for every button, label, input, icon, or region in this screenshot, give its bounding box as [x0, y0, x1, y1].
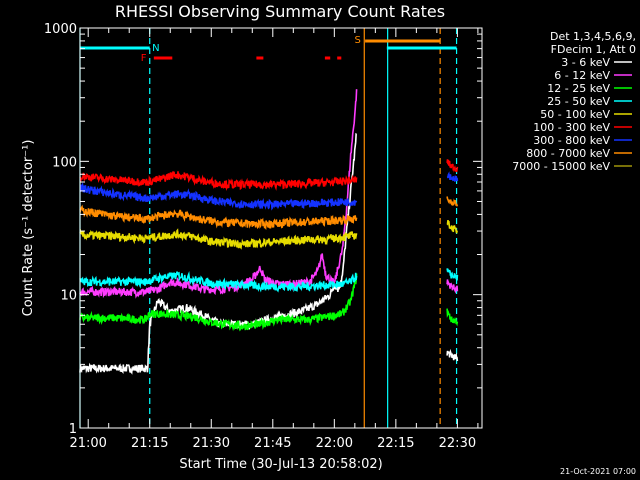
footer-timestamp: 21-Oct-2021 07:00: [560, 467, 636, 476]
y-tick-label: 1: [69, 422, 77, 437]
series-3-6-kev-after-gap: [446, 348, 459, 362]
state-bar: [80, 46, 150, 50]
series-layer: [79, 89, 459, 375]
state-bar: [365, 39, 441, 43]
state-bar: [256, 56, 264, 60]
x-tick-label: 21:15: [131, 436, 168, 451]
legend-label: 300 - 800 keV: [533, 134, 610, 147]
legend-header: FDecim 1, Att 0: [551, 43, 636, 56]
series-6-12-kev-after-gap: [446, 279, 459, 294]
x-tick-label: 22:30: [439, 436, 476, 451]
annotation-f: F: [141, 53, 147, 64]
series-3-6-kev: [79, 132, 358, 375]
plot-frame: [79, 27, 483, 429]
y-axis-label: Count Rate (s⁻¹ detector⁻¹): [21, 140, 36, 317]
annotation-n: N: [152, 43, 159, 54]
series-800-7000-kev: [79, 204, 358, 231]
state-bars: [80, 39, 457, 60]
state-bar: [324, 56, 331, 60]
annotation-s: S: [355, 35, 361, 46]
legend-header: Det 1,3,4,5,6,9,: [550, 30, 636, 43]
state-bar: [153, 56, 173, 60]
series-300-800-kev-after-gap: [446, 171, 459, 182]
series-300-800-kev: [79, 182, 358, 211]
legend-label: 800 - 7000 keV: [526, 147, 610, 160]
legend-label: 12 - 25 keV: [547, 82, 610, 95]
x-axis: 21:00 21:15 21:30 21:45 22:00 22:15 22:30: [69, 28, 479, 451]
x-tick-label: 21:30: [193, 436, 230, 451]
x-tick-label: 21:00: [69, 436, 106, 451]
legend-label: 7000 - 15000 keV: [512, 160, 610, 173]
series-50-100-kev: [79, 228, 358, 250]
legend-label: 50 - 100 keV: [540, 108, 610, 121]
y-tick-label: 1000: [44, 22, 77, 37]
series-100-300-kev: [79, 171, 358, 191]
series-25-50-kev: [79, 270, 358, 293]
series-12-25-kev-after-gap: [446, 308, 459, 327]
legend-label: 25 - 50 keV: [547, 95, 610, 108]
y-tick-label: 100: [52, 155, 77, 170]
series-25-50-kev-after-gap: [446, 268, 459, 281]
chart-title: RHESSI Observing Summary Count Rates: [115, 2, 445, 21]
x-tick-label: 21:45: [254, 436, 291, 451]
state-bar: [386, 46, 457, 50]
x-axis-label: Start Time (30-Jul-13 20:58:02): [179, 457, 382, 472]
y-tick-label: 10: [60, 289, 77, 304]
legend-label: 3 - 6 keV: [561, 56, 610, 69]
x-tick-label: 22:00: [316, 436, 353, 451]
series-50-100-kev-after-gap: [446, 219, 458, 234]
series-100-300-kev-after-gap: [446, 159, 459, 173]
x-tick-label: 22:15: [377, 436, 414, 451]
series-12-25-kev: [79, 273, 358, 332]
series-800-7000-kev-after-gap: [446, 196, 459, 207]
legend-label: 100 - 300 keV: [533, 121, 610, 134]
legend: Det 1,3,4,5,6,9,FDecim 1, Att 03 - 6 keV…: [512, 30, 636, 173]
state-bar: [337, 56, 342, 60]
y-axis: 1 10 100 1000: [44, 22, 482, 437]
annotations: NF S: [141, 35, 361, 64]
legend-label: 6 - 12 keV: [554, 69, 610, 82]
